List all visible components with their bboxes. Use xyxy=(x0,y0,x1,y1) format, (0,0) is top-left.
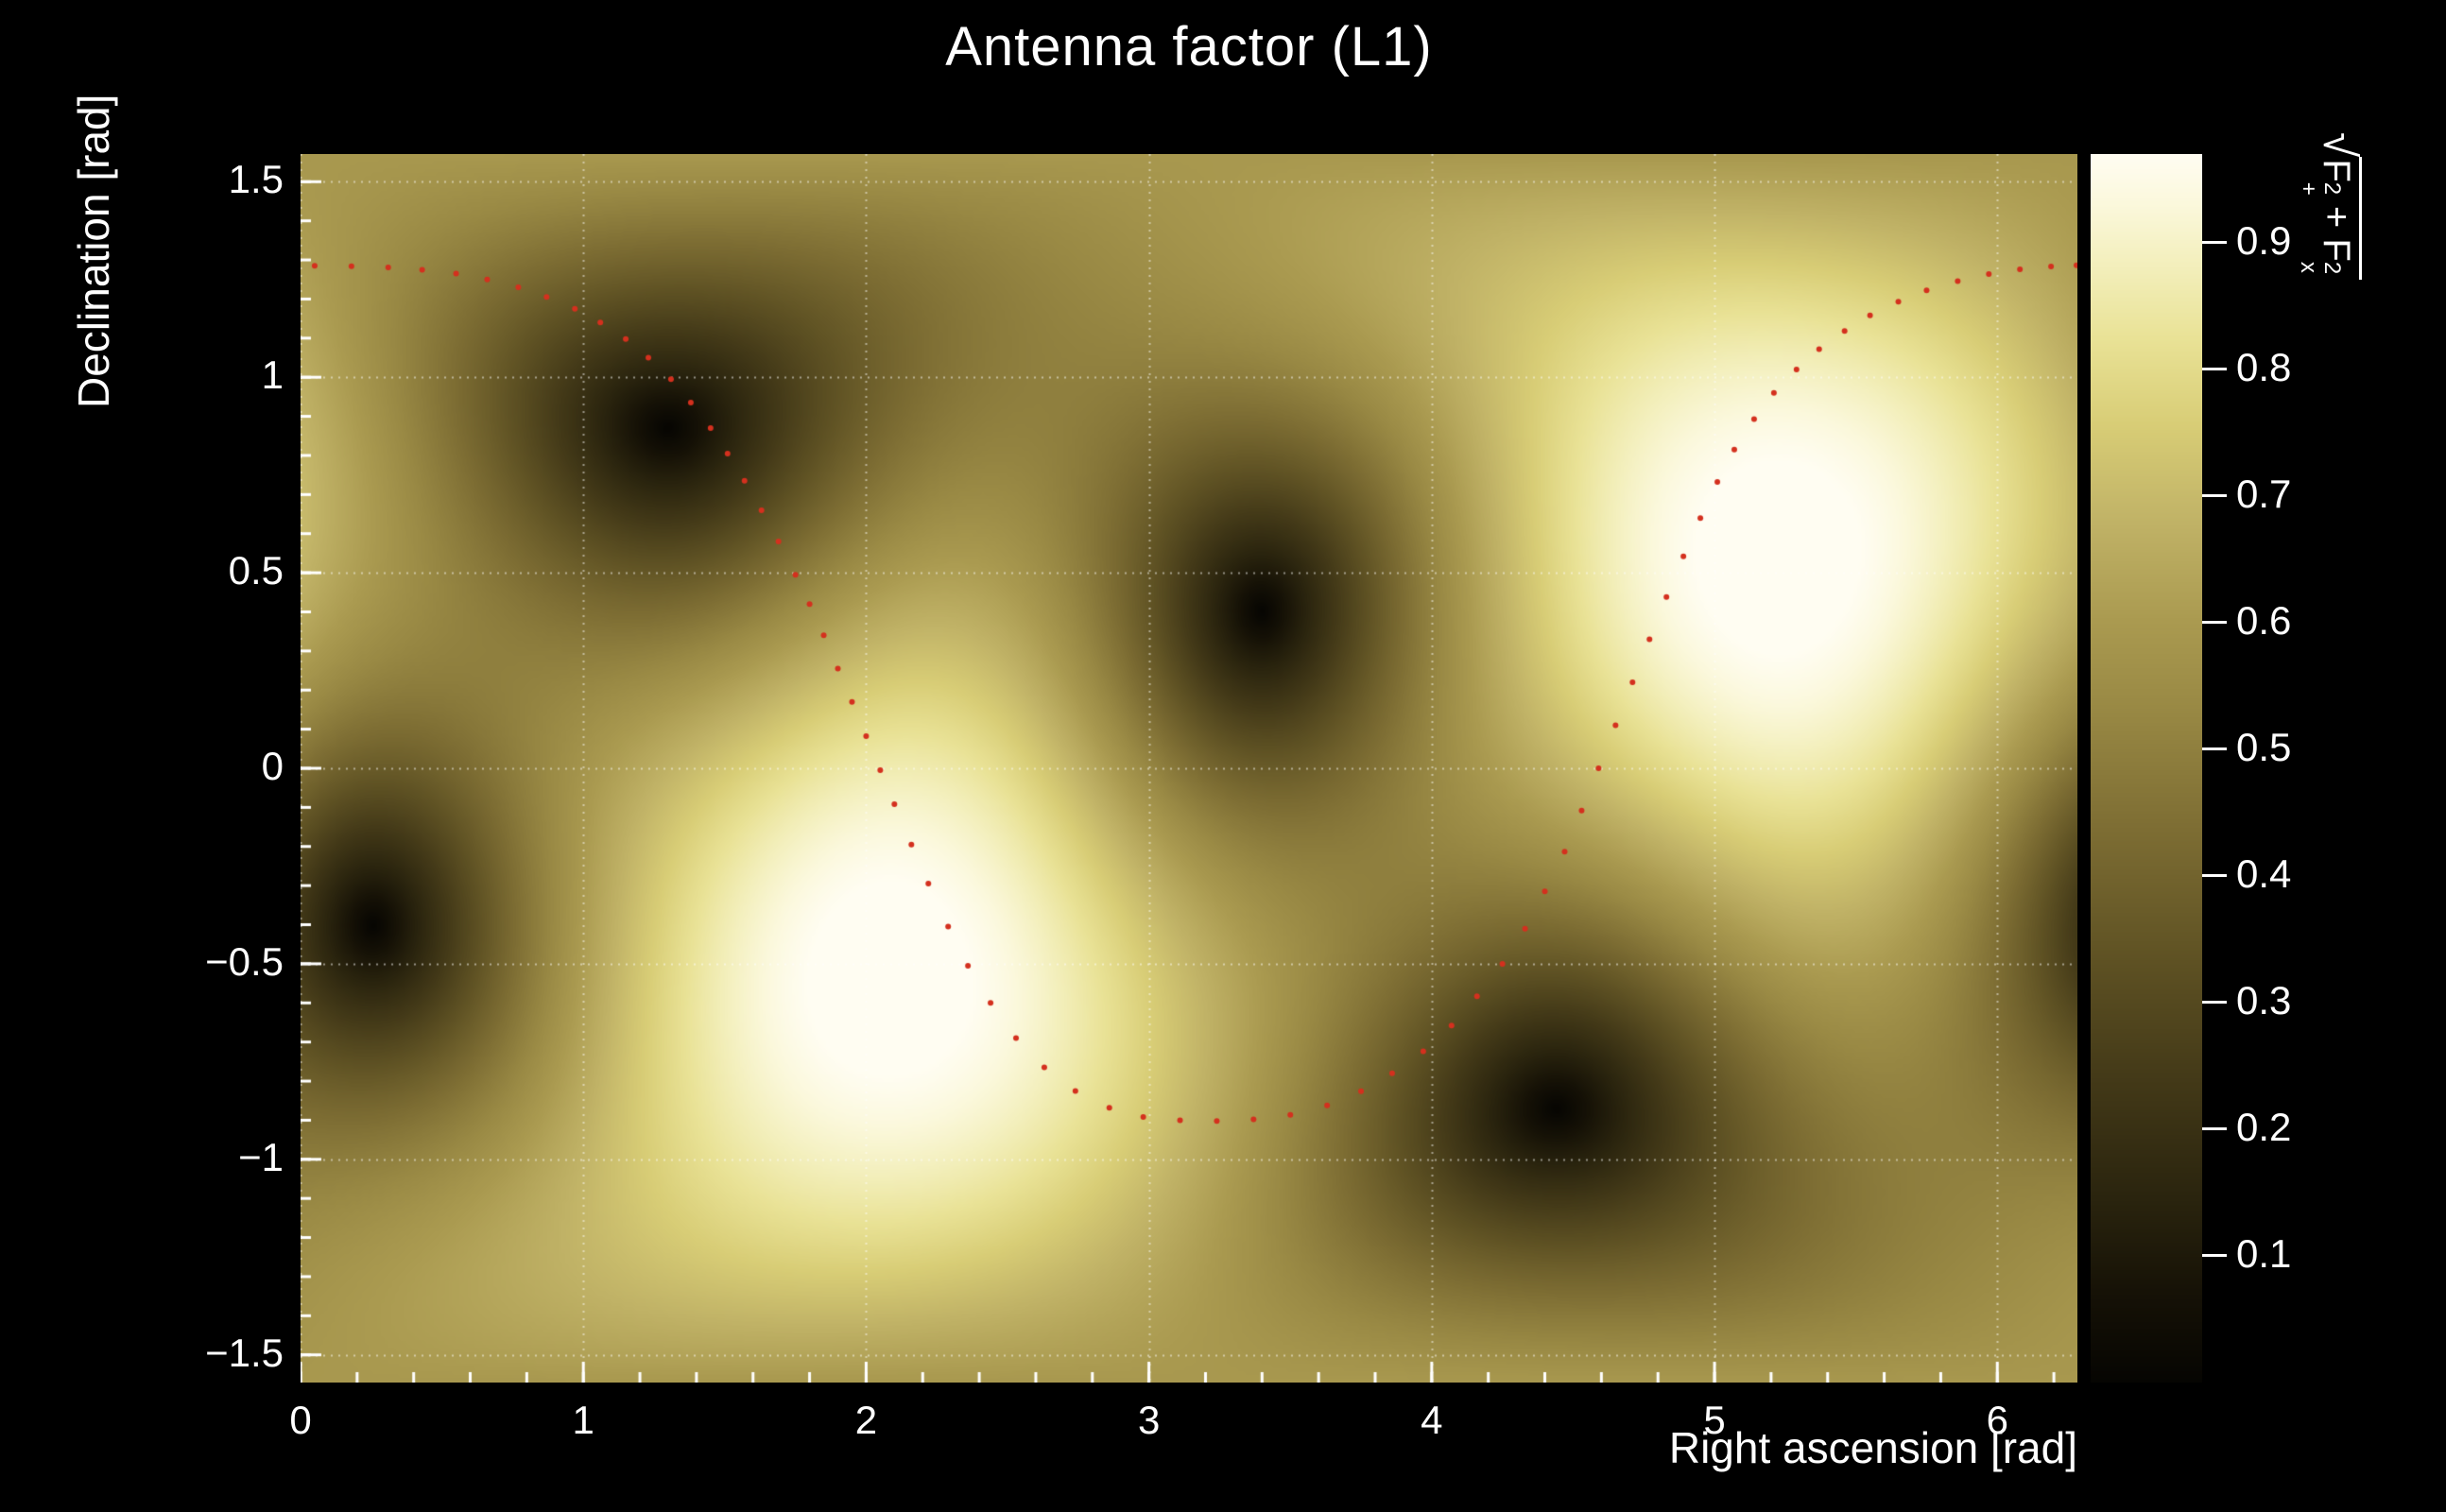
colorbar-tick-label: 0.1 xyxy=(2236,1230,2292,1276)
x-tick-label: 2 xyxy=(854,1398,878,1442)
colorbar-tick-label: 0.7 xyxy=(2236,471,2292,516)
x-tick-label: 0 xyxy=(289,1398,312,1442)
f-plus-sup: 2 xyxy=(2319,181,2345,196)
y-tick-label: 1.5 xyxy=(228,157,284,202)
chart-title: Antenna factor (L1) xyxy=(945,16,1433,77)
x-tick-label: 6 xyxy=(1986,1398,2008,1442)
colorbar-tick-label: 0.2 xyxy=(2236,1104,2292,1149)
heatmap-canvas xyxy=(301,154,2077,1383)
colorbar-tick-label: 0.6 xyxy=(2236,597,2292,643)
colorbar-tick xyxy=(2202,621,2227,625)
y-tick-label: 0 xyxy=(261,744,284,788)
colorbar-tick xyxy=(2202,874,2227,878)
colorbar-tick-label: 0.9 xyxy=(2236,217,2292,263)
plus-sign: + xyxy=(2316,195,2357,239)
x-tick-label: 5 xyxy=(1703,1398,1726,1442)
x-axis-title: Right ascension [rad] xyxy=(1668,1423,2077,1472)
y-tick-label: −0.5 xyxy=(205,938,284,984)
colorbar-tick-label: 0.4 xyxy=(2236,850,2292,896)
y-axis-title: Declination [rad] xyxy=(69,94,118,408)
f-plus-sub: + xyxy=(2295,181,2321,196)
f-cross-sup: 2 xyxy=(2319,261,2345,275)
colorbar-tick-label: 0.3 xyxy=(2236,977,2292,1022)
colorbar-tick xyxy=(2202,1127,2227,1131)
colorbar-tick xyxy=(2202,241,2227,245)
colorbar-tick xyxy=(2202,747,2227,751)
colorbar-tick xyxy=(2202,1001,2227,1005)
colorbar-canvas xyxy=(2091,154,2202,1383)
f-plus-base: F xyxy=(2316,159,2357,182)
x-tick-label: 1 xyxy=(572,1398,594,1442)
colorbar-tick xyxy=(2202,494,2227,498)
y-tick-label: 1 xyxy=(261,352,284,398)
colorbar-tick-label: 0.8 xyxy=(2236,344,2292,389)
colorbar-tick xyxy=(2202,368,2227,371)
f-plus-scripts: 2 + xyxy=(2295,181,2345,196)
f-cross-base: F xyxy=(2316,238,2357,262)
x-tick-label: 3 xyxy=(1137,1398,1161,1442)
y-tick-label: −1 xyxy=(238,1134,284,1179)
colorbar-tick-label: 0.5 xyxy=(2236,724,2292,769)
radical-sign: √ xyxy=(2314,132,2364,158)
colorbar-tick xyxy=(2202,1254,2227,1258)
f-cross-sub: x xyxy=(2295,261,2321,273)
y-tick-label: −1.5 xyxy=(205,1330,284,1375)
x-tick-label: 4 xyxy=(1421,1398,1443,1442)
y-tick-label: 0.5 xyxy=(228,548,284,593)
